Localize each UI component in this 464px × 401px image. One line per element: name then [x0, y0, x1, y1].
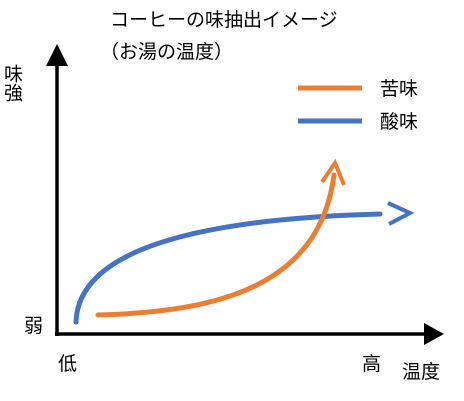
bitterness-curve	[95, 172, 337, 318]
y-axis-arrowhead	[46, 44, 68, 66]
x-axis-arrowhead	[424, 323, 444, 345]
diagram-subtitle: （お湯の温度）	[100, 41, 233, 63]
acidity-curve-arrowhead	[387, 201, 415, 226]
bitterness-curve-arrowhead	[320, 158, 346, 186]
legend-label-acidity: 酸味	[380, 111, 418, 133]
y-axis-low-label: 弱	[24, 315, 43, 337]
x-axis-low-label: 低	[58, 353, 77, 375]
acidity-curve	[73, 211, 383, 325]
legend: 苦味 酸味	[298, 78, 418, 133]
y-axis-label: 味強	[1, 64, 23, 102]
diagram-title: コーヒーの味抽出イメージ	[110, 9, 338, 31]
x-axis-label: 温度	[402, 361, 440, 383]
legend-label-bitterness: 苦味	[380, 78, 418, 100]
x-axis-high-label: 高	[362, 353, 381, 375]
